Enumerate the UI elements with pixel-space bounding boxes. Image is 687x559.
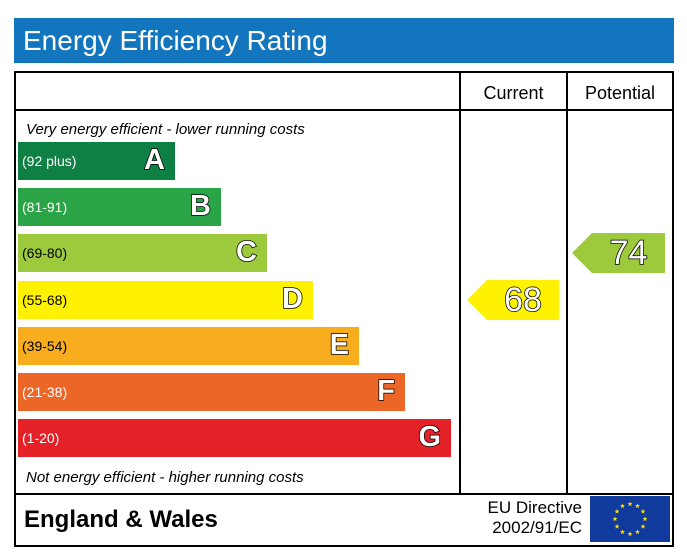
eu-star bbox=[635, 529, 640, 535]
band-letter: F bbox=[377, 374, 396, 408]
potential-column-header: Potential bbox=[584, 83, 656, 103]
band-range: (55-68) bbox=[22, 291, 68, 308]
eu-star bbox=[640, 508, 646, 514]
title-bar: Energy Efficiency Rating bbox=[14, 18, 674, 63]
band-range: (39-54) bbox=[22, 337, 68, 354]
band-c: (69-80) C bbox=[18, 234, 267, 273]
header-divider bbox=[16, 109, 672, 111]
eu-star bbox=[635, 503, 640, 509]
band-b: (81-91) B bbox=[18, 188, 221, 227]
current-column-header: Current bbox=[483, 83, 544, 103]
country-label: England & Wales bbox=[24, 506, 218, 533]
band-range: (92 plus) bbox=[22, 153, 77, 169]
band-letter: C bbox=[235, 236, 257, 270]
eu-star bbox=[614, 523, 620, 529]
band-e: (39-54) E bbox=[18, 326, 359, 365]
band-a: (92 plus) A bbox=[18, 142, 175, 180]
band-letter: G bbox=[418, 420, 442, 454]
eu-star bbox=[642, 516, 648, 522]
current-rating-value: 68 bbox=[503, 280, 542, 320]
band-letter: D bbox=[281, 282, 303, 316]
band-d: (55-68) D bbox=[18, 280, 313, 319]
band-letter: B bbox=[189, 189, 211, 223]
rating-frame: Current Potential Very energy efficient … bbox=[14, 71, 674, 495]
eu-flag-icon bbox=[590, 496, 670, 542]
eu-star bbox=[620, 503, 625, 509]
band-g: (1-20) G bbox=[18, 419, 451, 458]
eu-star bbox=[627, 531, 633, 537]
eu-star bbox=[640, 523, 646, 529]
band-f: (21-38) F bbox=[18, 373, 405, 411]
footer: England & Wales EU Directive 2002/91/EC bbox=[14, 493, 674, 547]
eu-star bbox=[627, 501, 633, 507]
eu-star bbox=[614, 508, 620, 514]
eu-directive: EU Directive 2002/91/EC bbox=[476, 498, 582, 538]
column-divider bbox=[459, 73, 461, 493]
directive-line-2: 2002/91/EC bbox=[492, 518, 582, 537]
band-letter: E bbox=[329, 328, 350, 362]
potential-rating-arrow: 74 bbox=[572, 233, 665, 274]
eu-star bbox=[612, 516, 618, 522]
current-rating-arrow: 68 bbox=[467, 279, 559, 320]
band-letter: A bbox=[143, 143, 165, 177]
efficient-note: Very energy efficient - lower running co… bbox=[26, 121, 305, 138]
inefficient-note: Not energy efficient - higher running co… bbox=[26, 469, 304, 486]
band-range: (69-80) bbox=[22, 245, 68, 262]
directive-line-1: EU Directive bbox=[487, 498, 582, 517]
eu-star bbox=[620, 529, 625, 535]
potential-rating-value: 74 bbox=[609, 234, 648, 274]
chart-title: Energy Efficiency Rating bbox=[23, 25, 328, 56]
column-divider bbox=[566, 73, 568, 493]
band-range: (21-38) bbox=[22, 384, 68, 400]
band-range: (1-20) bbox=[22, 430, 60, 447]
band-range: (81-91) bbox=[22, 199, 68, 216]
